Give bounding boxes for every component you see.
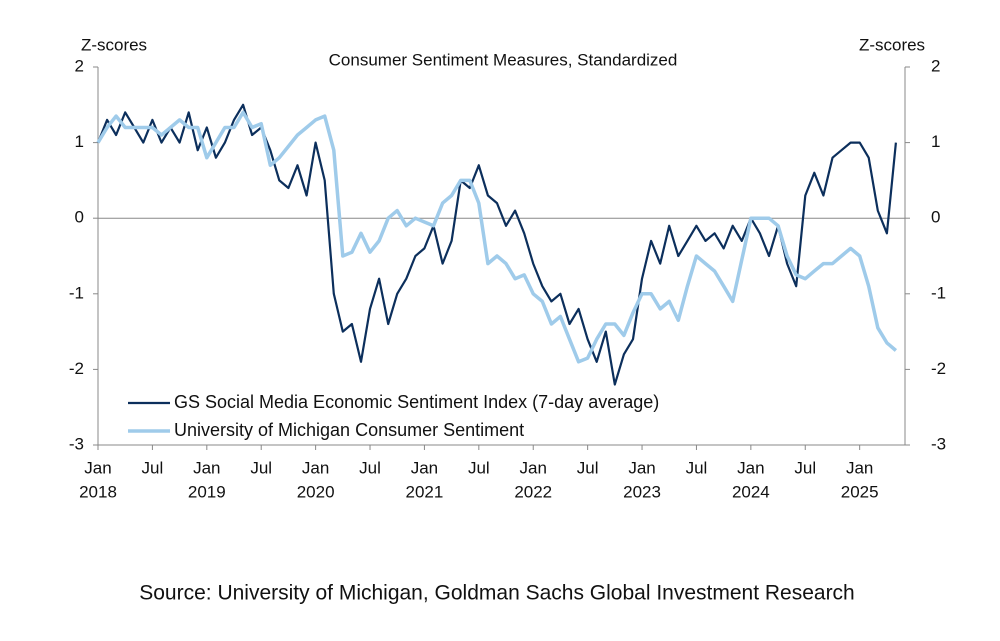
x-tick-label: Jul — [686, 458, 708, 477]
y-tick-label: -1 — [69, 283, 84, 302]
x-tick-label: Jan — [193, 458, 220, 477]
y-tick-label: 1 — [75, 132, 84, 151]
y-tick-label: 2 — [75, 56, 84, 75]
series-line — [96, 103, 897, 386]
y-tick-label: -3 — [69, 434, 84, 453]
y2-tick-label: 2 — [931, 56, 940, 75]
x-tick-label: Jan — [846, 458, 873, 477]
y2-tick-label: -3 — [931, 434, 946, 453]
x-tick-label: Jan — [737, 458, 764, 477]
legend-label: GS Social Media Economic Sentiment Index… — [174, 392, 659, 412]
x-tick-label: Jul — [359, 458, 381, 477]
y-tick-label: 0 — [75, 208, 84, 227]
x-tick-label: Jul — [577, 458, 599, 477]
y2-tick-label: -1 — [931, 283, 946, 302]
x-tick-label: Jul — [794, 458, 816, 477]
y2-tick-label: 0 — [931, 208, 940, 227]
x-year-label: 2025 — [841, 482, 879, 501]
x-year-label: 2021 — [406, 482, 444, 501]
legend-label: University of Michigan Consumer Sentimen… — [174, 420, 524, 440]
chart-title: Consumer Sentiment Measures, Standardize… — [329, 50, 678, 69]
x-year-label: 2019 — [188, 482, 226, 501]
y-axis-label: Z-scores — [81, 35, 147, 54]
x-tick-label: Jan — [84, 458, 111, 477]
series-line — [96, 110, 898, 364]
x-year-label: 2023 — [623, 482, 661, 501]
source-note: Source: University of Michigan, Goldman … — [139, 582, 855, 605]
x-tick-label: Jul — [468, 458, 490, 477]
x-year-label: 2024 — [732, 482, 770, 501]
x-year-label: 2020 — [297, 482, 335, 501]
x-tick-label: Jul — [250, 458, 272, 477]
x-year-label: 2018 — [79, 482, 117, 501]
x-tick-label: Jan — [302, 458, 329, 477]
x-tick-label: Jan — [411, 458, 438, 477]
x-tick-label: Jul — [142, 458, 164, 477]
y2-tick-label: 1 — [931, 132, 940, 151]
x-year-label: 2022 — [514, 482, 552, 501]
y-tick-label: -2 — [69, 359, 84, 378]
x-tick-label: Jan — [628, 458, 655, 477]
x-tick-label: Jan — [520, 458, 547, 477]
y2-axis-label: Z-scores — [859, 35, 925, 54]
y2-tick-label: -2 — [931, 359, 946, 378]
